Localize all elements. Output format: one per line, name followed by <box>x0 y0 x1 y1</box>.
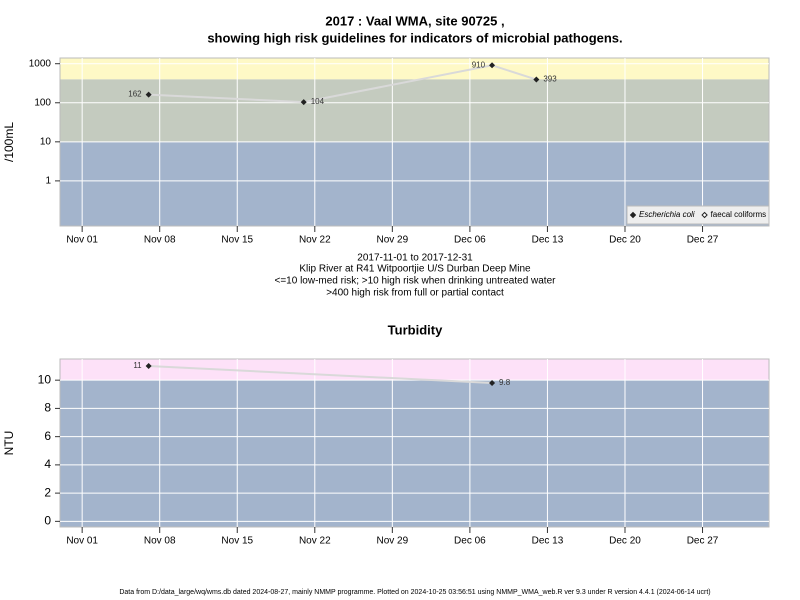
y-axis-label: /100mL <box>2 122 16 162</box>
legend-marker <box>701 211 708 219</box>
x-tick-label: Nov 22 <box>299 235 331 246</box>
y-tick-label: 100 <box>34 97 51 108</box>
data-label: 9.8 <box>499 378 511 387</box>
x-tick-label: Nov 15 <box>221 235 253 246</box>
x-tick-label: Dec 27 <box>687 235 719 246</box>
x-tick-label: Dec 06 <box>454 536 486 547</box>
chart-title: showing high risk guidelines for indicat… <box>207 30 622 45</box>
x-tick-label: Dec 13 <box>532 235 564 246</box>
y-tick-label: 6 <box>44 429 51 443</box>
data-point <box>145 363 152 370</box>
legend-marker <box>629 211 637 219</box>
data-point <box>489 62 496 69</box>
data-point <box>145 91 152 98</box>
x-tick-label: Nov 15 <box>221 536 253 547</box>
risk-band <box>60 58 769 80</box>
y-axis-label: NTU <box>2 431 16 456</box>
y-tick-label: 1000 <box>29 58 52 69</box>
risk-band <box>60 79 769 142</box>
caption: 2017-11-01 to 2017-12-31 <box>357 253 473 264</box>
data-point <box>533 76 540 83</box>
caption: Klip River at R41 Witpoortjie U/S Durban… <box>299 264 531 275</box>
risk-band <box>60 359 769 381</box>
x-tick-label: Nov 08 <box>144 536 176 547</box>
x-tick-label: Dec 27 <box>687 536 719 547</box>
data-label: 910 <box>472 60 486 69</box>
x-tick-label: Dec 13 <box>532 536 564 547</box>
y-tick-label: 10 <box>40 136 52 147</box>
chart-title: Turbidity <box>388 322 443 337</box>
data-label: 162 <box>128 90 142 99</box>
x-tick-label: Nov 08 <box>144 235 176 246</box>
y-tick-label: 0 <box>44 514 51 528</box>
series-line <box>148 64 537 104</box>
x-tick-label: Nov 01 <box>66 536 98 547</box>
footer: Data from D:/data_large/wq/wms.db dated … <box>119 589 710 596</box>
risk-band <box>60 380 769 527</box>
caption: >400 high risk from full or partial cont… <box>326 288 504 299</box>
x-tick-label: Dec 20 <box>609 235 641 246</box>
data-point <box>489 380 496 386</box>
data-label: 104 <box>311 97 325 106</box>
legend-label: Escherichia coli <box>639 210 695 219</box>
data-label: 393 <box>543 75 557 84</box>
chart-title: 2017 : Vaal WMA, site 90725 , <box>325 13 504 28</box>
y-tick-label: 1 <box>45 176 51 187</box>
y-tick-label: 10 <box>38 372 52 386</box>
x-tick-label: Nov 22 <box>299 536 331 547</box>
plot-frame <box>59 358 770 528</box>
data-label: 11 <box>133 361 142 370</box>
x-tick-label: Nov 01 <box>66 235 98 246</box>
legend-box <box>626 205 770 225</box>
x-tick-label: Dec 06 <box>454 235 486 246</box>
x-tick-label: Dec 20 <box>609 536 641 547</box>
x-tick-label: Nov 29 <box>377 536 409 547</box>
y-tick-label: 8 <box>44 401 51 415</box>
y-tick-label: 4 <box>44 457 51 471</box>
series-line <box>148 365 493 384</box>
caption: <=10 low-med risk; >10 high risk when dr… <box>275 276 557 287</box>
legend-label: faecal coliforms <box>711 210 767 219</box>
y-tick-label: 2 <box>44 485 51 499</box>
data-point <box>300 99 307 106</box>
x-tick-label: Nov 29 <box>377 235 409 246</box>
